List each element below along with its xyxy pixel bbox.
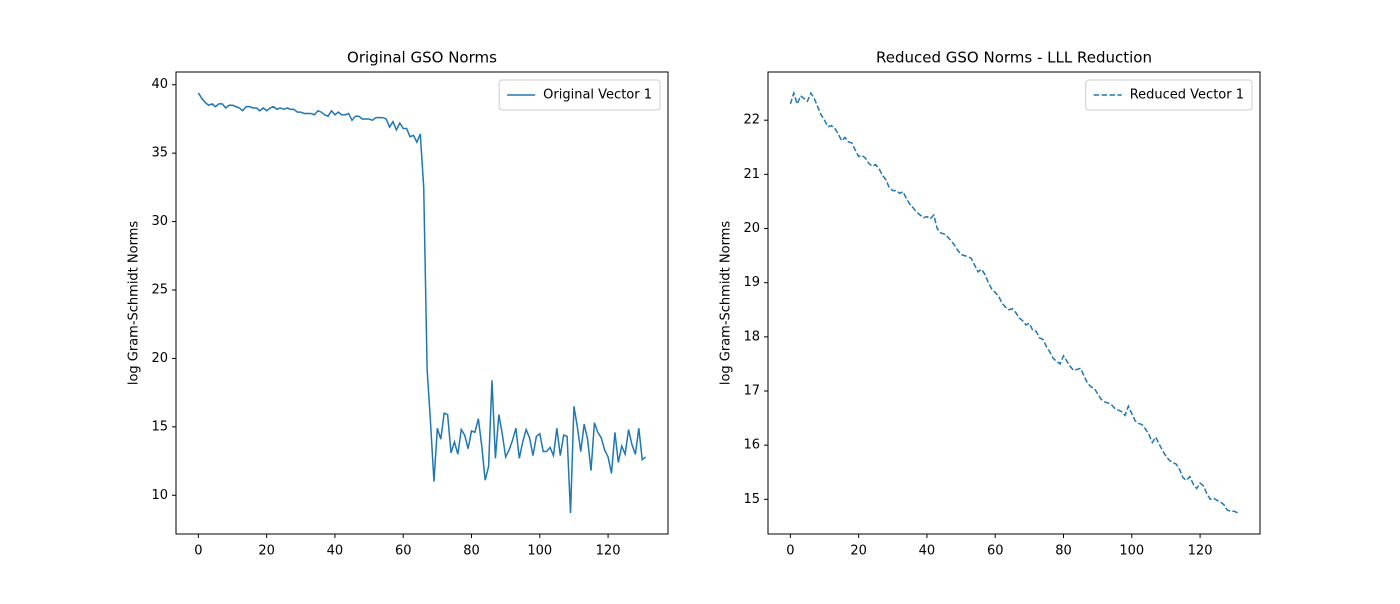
x-tick-label: 40 — [327, 544, 344, 559]
y-tick-label: 20 — [743, 221, 760, 236]
x-tick-label: 60 — [395, 544, 412, 559]
plot-frame — [767, 71, 1261, 535]
x-tick-label: 100 — [527, 544, 552, 559]
y-tick-label: 15 — [743, 492, 760, 507]
y-axis-label: log Gram-Schmidt Norms — [127, 221, 142, 386]
y-tick-label: 21 — [743, 167, 760, 182]
x-tick-label: 60 — [987, 544, 1004, 559]
x-tick-label: 0 — [194, 544, 202, 559]
legend-label: Reduced Vector 1 — [1130, 88, 1244, 103]
x-tick-label: 120 — [1188, 544, 1213, 559]
y-tick-label: 22 — [743, 113, 760, 128]
x-tick-label: 0 — [786, 544, 794, 559]
chart-title: Reduced GSO Norms - LLL Reduction — [876, 49, 1152, 67]
data-line — [789, 90, 1238, 514]
y-tick-label: 16 — [743, 438, 760, 453]
y-tick-label: 15 — [151, 419, 168, 434]
y-tick-label: 35 — [151, 146, 168, 161]
legend-frame — [1085, 79, 1253, 111]
y-tick-label: 17 — [743, 384, 760, 399]
y-tick-label: 10 — [151, 488, 168, 503]
y-tick-label: 30 — [151, 214, 168, 229]
x-tick-label: 100 — [1119, 544, 1144, 559]
legend-label: Original Vector 1 — [543, 88, 652, 103]
y-axis-label: log Gram-Schmidt Norms — [719, 221, 734, 386]
data-line — [197, 92, 647, 514]
x-tick-label: 20 — [258, 544, 275, 559]
x-tick-label: 120 — [596, 544, 621, 559]
y-tick-label: 20 — [151, 351, 168, 366]
x-tick-label: 80 — [463, 544, 480, 559]
x-tick-label: 40 — [919, 544, 936, 559]
x-tick-label: 80 — [1055, 544, 1072, 559]
y-tick-label: 19 — [743, 275, 760, 290]
legend-frame — [498, 79, 661, 111]
x-tick-label: 20 — [850, 544, 867, 559]
y-tick-label: 40 — [151, 77, 168, 92]
plot-frame — [175, 71, 669, 535]
y-tick-label: 18 — [743, 329, 760, 344]
y-tick-label: 25 — [151, 282, 168, 297]
chart-title: Original GSO Norms — [347, 49, 497, 67]
